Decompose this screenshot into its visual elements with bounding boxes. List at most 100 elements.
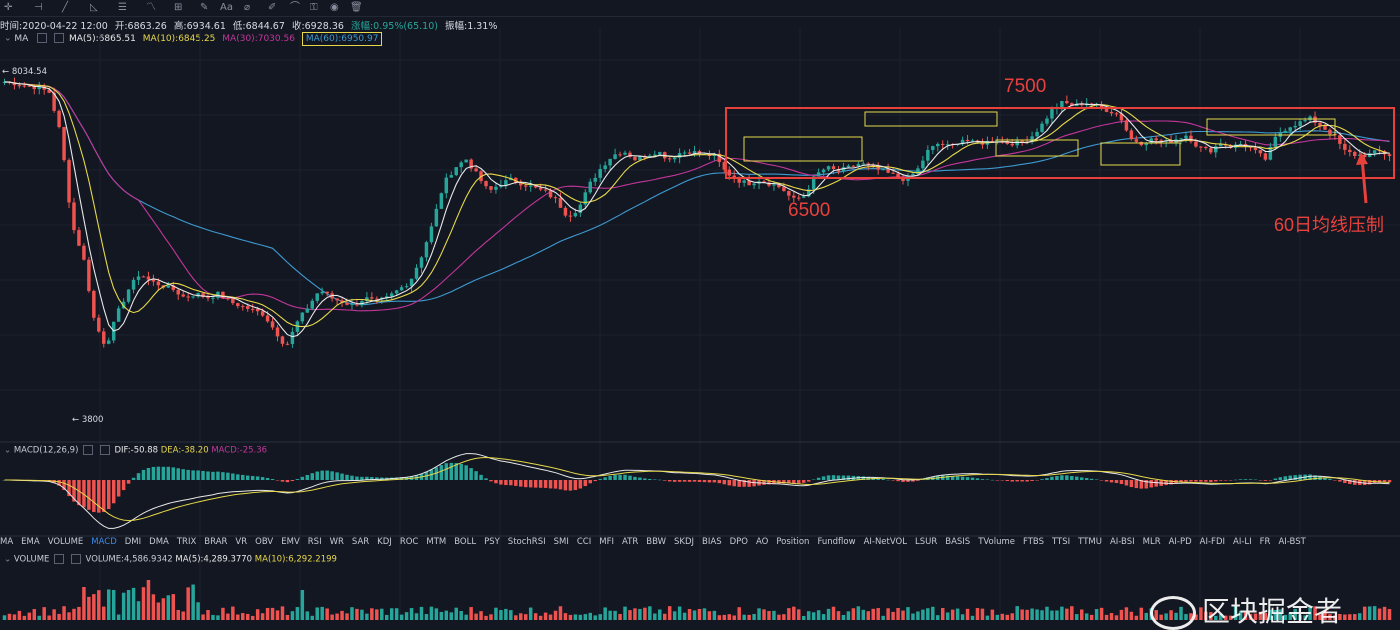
macd-histogram-bar <box>543 480 548 488</box>
indicator-tab-lsur[interactable]: LSUR <box>914 537 938 547</box>
candle-body <box>1308 116 1312 121</box>
indicator-tab-smi[interactable]: SMI <box>553 537 569 547</box>
indicator-tab-cci[interactable]: CCI <box>576 537 592 547</box>
trash-icon[interactable]: 🗑 <box>350 2 363 13</box>
indicator-tab-position[interactable]: Position <box>776 537 810 547</box>
volume-bar <box>985 615 990 620</box>
indicator-tab-fr[interactable]: FR <box>1259 537 1271 547</box>
close-icon[interactable] <box>54 33 65 43</box>
indicator-tab-atr[interactable]: ATR <box>621 537 639 547</box>
candle-body <box>648 155 652 158</box>
candle-body <box>1243 143 1248 147</box>
settings-icon[interactable] <box>54 554 65 564</box>
indicator-tab-roc[interactable]: ROC <box>399 537 419 547</box>
close-icon[interactable] <box>70 554 81 564</box>
macd-histogram-bar <box>1353 480 1357 485</box>
triangle-tool-icon[interactable]: ◺ <box>90 2 98 13</box>
indicator-tab-kdj[interactable]: KDJ <box>377 537 392 547</box>
indicator-tab-ai-netvol[interactable]: AI-NetVOL <box>863 537 907 547</box>
indicator-tab-vr[interactable]: VR <box>235 537 248 547</box>
close-icon[interactable] <box>99 445 110 455</box>
collapse-icon[interactable]: ⌄ <box>4 445 12 456</box>
eye-tool-icon[interactable]: ◉ <box>330 2 339 13</box>
indicator-tab-mfi[interactable]: MFI <box>599 537 614 547</box>
candle-body <box>1154 138 1158 141</box>
candle-body <box>464 159 468 163</box>
lock-tool-icon[interactable]: ⚿ <box>310 2 318 13</box>
indicator-tab-ema[interactable]: EMA <box>21 537 40 547</box>
volume-bar <box>707 611 712 620</box>
indicator-tab-emv[interactable]: EMV <box>281 537 300 547</box>
magnet-tool-icon[interactable]: ⌒ <box>290 2 300 13</box>
indicator-tab-ftbs[interactable]: FTBS <box>1023 537 1045 547</box>
volume-bar <box>921 609 925 620</box>
macd-histogram-bar <box>474 471 478 480</box>
text-tool-icon[interactable]: Aa <box>220 2 233 13</box>
indicator-tab-ai-fdi[interactable]: AI-FDI <box>1199 537 1226 547</box>
indicator-tab-fundflow[interactable]: Fundflow <box>817 537 856 547</box>
collapse-icon[interactable]: ⌄ <box>4 554 12 565</box>
indicator-tab-ai-bst[interactable]: AI-BST <box>1278 537 1306 547</box>
indicator-tab-ao[interactable]: AO <box>755 537 769 547</box>
volume-bar <box>221 607 225 620</box>
indicator-tab-mlr[interactable]: MLR <box>1142 537 1161 547</box>
settings-icon[interactable] <box>37 33 48 43</box>
line-tool-icon[interactable]: ⊣ <box>34 2 43 13</box>
ruler-tool-icon[interactable]: ⌀ <box>244 2 251 13</box>
indicator-tab-boll[interactable]: BOLL <box>454 537 477 547</box>
fib-tool-icon[interactable]: ☰ <box>118 2 127 13</box>
crosshair-icon[interactable]: ✛ <box>4 2 13 13</box>
indicator-tab-ai-pd[interactable]: AI-PD <box>1168 537 1192 547</box>
pencil-tool-icon[interactable]: ✐ <box>268 2 277 13</box>
indicator-tab-brar[interactable]: BRAR <box>204 537 228 547</box>
candle-body <box>1045 118 1049 124</box>
indicator-tab-ma[interactable]: MA <box>0 537 14 547</box>
indicator-tab-basis[interactable]: BASIS <box>945 537 971 547</box>
macd-histogram-bar <box>82 480 86 508</box>
measure-tool-icon[interactable]: ⊞ <box>174 2 183 13</box>
macd-histogram-bar <box>1194 480 1198 482</box>
indicator-tab-bbw[interactable]: BBW <box>646 537 667 547</box>
indicator-tab-wr[interactable]: WR <box>329 537 344 547</box>
candle-body <box>722 162 727 170</box>
volume-bar <box>881 615 885 620</box>
indicator-tab-tvolume[interactable]: TVolume <box>978 537 1015 547</box>
ray-tool-icon[interactable]: ╱ <box>62 2 69 13</box>
candle-body <box>1114 113 1119 115</box>
candle-body <box>370 297 374 299</box>
indicator-tab-stochrsi[interactable]: StochRSI <box>507 537 546 547</box>
indicator-tab-bias[interactable]: BIAS <box>702 537 722 547</box>
indicator-tab-macd[interactable]: MACD <box>91 537 117 547</box>
macd-histogram-bar <box>558 480 563 490</box>
candle-body <box>633 156 637 161</box>
indicator-tab-mtm[interactable]: MTM <box>426 537 447 547</box>
indicator-tab-dmi[interactable]: DMI <box>124 537 142 547</box>
collapse-icon[interactable]: ⌄ <box>4 33 12 44</box>
volume-legend: ⌄ VOLUME VOLUME:4,586.9342 MA(5):4,289.3… <box>4 554 337 565</box>
indicator-tab-dma[interactable]: DMA <box>149 537 169 547</box>
indicator-tab-dpo[interactable]: DPO <box>729 537 748 547</box>
indicator-tab-volume[interactable]: VOLUME <box>47 537 84 547</box>
candle-body <box>1353 152 1357 156</box>
indicator-tab-trix[interactable]: TRIX <box>176 537 197 547</box>
macd-histogram-bar <box>806 480 811 482</box>
macd-dea-line <box>4 456 1390 522</box>
macd-histogram-bar <box>241 474 245 480</box>
macd-histogram-bar <box>1248 479 1253 480</box>
indicator-tab-sar[interactable]: SAR <box>351 537 370 547</box>
indicator-tab-rsi[interactable]: RSI <box>307 537 322 547</box>
indicator-tab-psy[interactable]: PSY <box>484 537 500 547</box>
settings-icon[interactable] <box>83 445 94 455</box>
wave-tool-icon[interactable]: 〽 <box>146 2 156 13</box>
brush-tool-icon[interactable]: ✎ <box>200 2 209 13</box>
indicator-tab-obv[interactable]: OBV <box>255 537 274 547</box>
indicator-tab-ttsi[interactable]: TTSI <box>1052 537 1071 547</box>
indicator-tab-ai-bsi[interactable]: AI-BSI <box>1109 537 1135 547</box>
indicator-tab-ai-li[interactable]: AI-LI <box>1233 537 1252 547</box>
macd-histogram-bar <box>1035 480 1039 481</box>
volume-bar <box>558 606 563 620</box>
indicator-tab-skdj[interactable]: SKDJ <box>674 537 695 547</box>
annotation-lower-level: 6500 <box>788 200 831 221</box>
indicator-tab-ttmu[interactable]: TTMU <box>1078 537 1102 547</box>
